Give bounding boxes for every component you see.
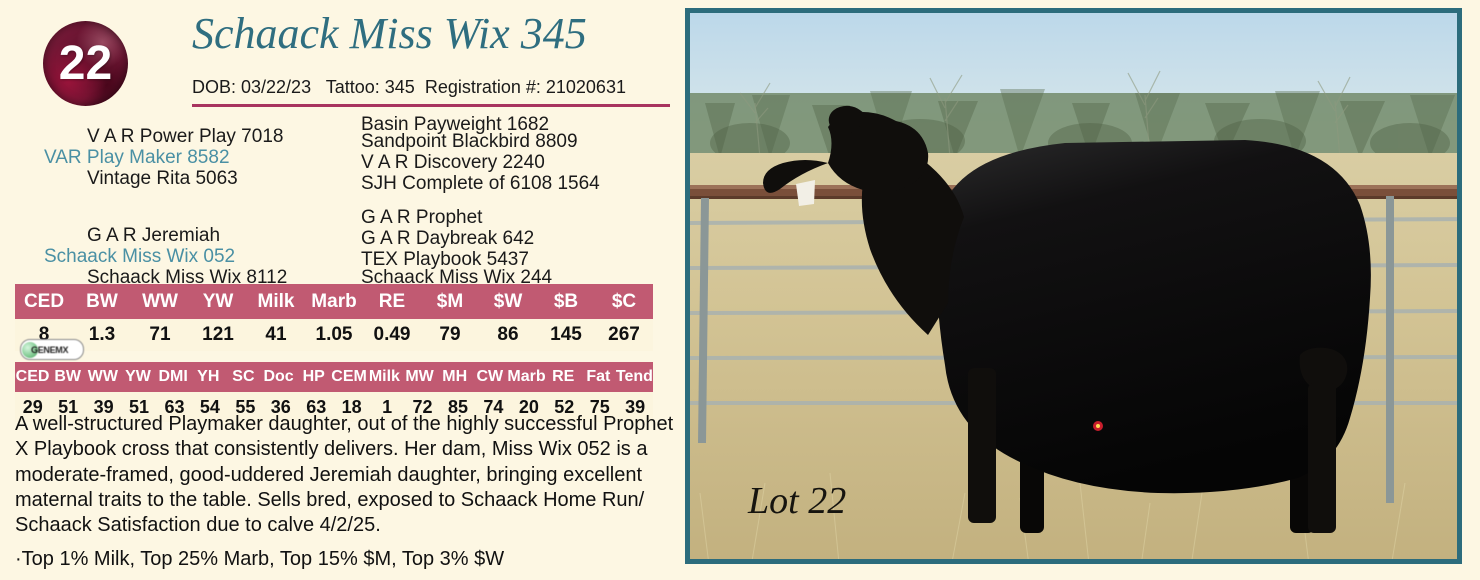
svg-text:Lot 22: Lot 22 — [747, 480, 846, 522]
